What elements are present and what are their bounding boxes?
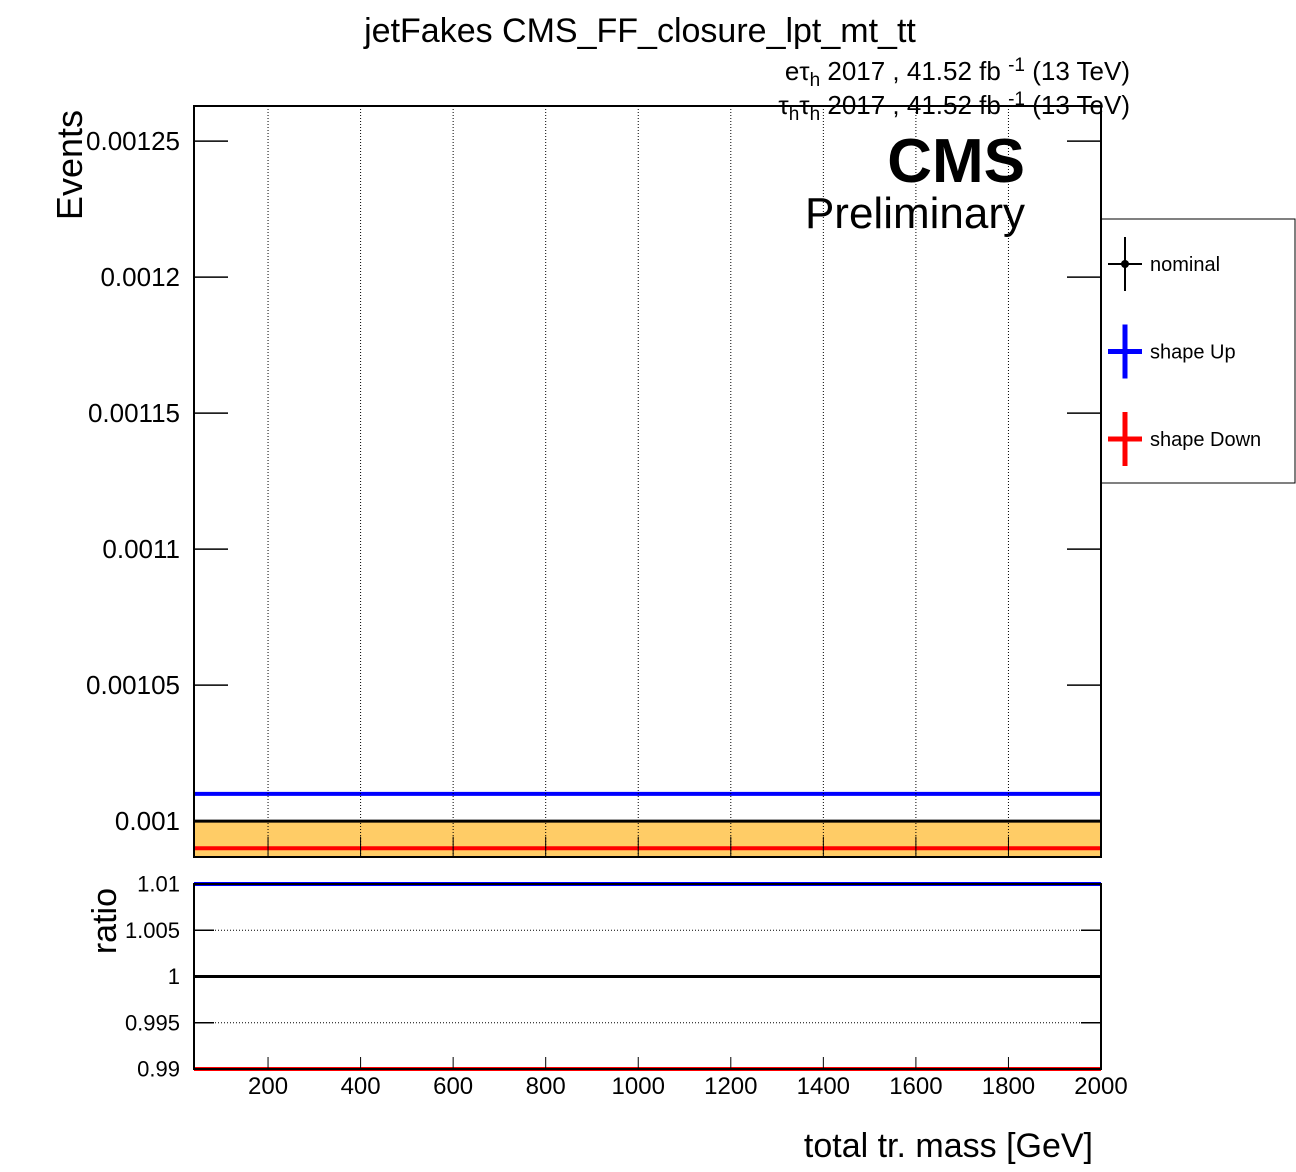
chart-title: jetFakes CMS_FF_closure_lpt_mt_tt — [363, 12, 916, 50]
lumi-label: τhτh 2017 , 41.52 fb -1 (13 TeV) — [778, 89, 1130, 124]
y-tick-label: 0.0012 — [100, 262, 180, 292]
x-tick-label: 1800 — [982, 1073, 1035, 1100]
y-tick-label: 1.01 — [137, 872, 180, 897]
x-tick-label: 1400 — [797, 1073, 850, 1100]
plot-area — [194, 791, 1101, 857]
lumi-subscript: h — [789, 104, 800, 125]
lumi-text: (13 TeV) — [1025, 56, 1130, 86]
x-tick-label: 1600 — [889, 1073, 942, 1100]
y-tick-label: 1.005 — [125, 918, 180, 943]
x-tick-label: 200 — [248, 1073, 288, 1100]
x-tick-label: 1200 — [704, 1073, 757, 1100]
lumi-subscript: h — [810, 104, 821, 125]
experiment-label: CMS — [887, 127, 1025, 196]
y-tick-label: 0.00105 — [86, 670, 180, 700]
lumi-label: eτh 2017 , 41.52 fb -1 (13 TeV) — [785, 55, 1130, 90]
plot-frame — [193, 105, 1102, 858]
y-tick-label: 1 — [168, 964, 180, 989]
y-tick-label: 0.99 — [137, 1057, 180, 1082]
legend-label: shape Down — [1150, 429, 1261, 451]
legend-label: shape Up — [1150, 342, 1236, 364]
x-axis-label: total tr. mass [GeV] — [804, 1127, 1093, 1165]
legend-marker — [1121, 260, 1129, 268]
x-tick-label: 400 — [341, 1073, 381, 1100]
y-axis-label: Events — [49, 110, 90, 220]
lumi-text: eτ — [785, 56, 810, 86]
y-tick-label: 0.00115 — [88, 398, 180, 428]
lumi-superscript: -1 — [1008, 55, 1025, 76]
lumi-subscript: h — [810, 70, 821, 91]
y-tick-label: 0.995 — [125, 1010, 180, 1035]
x-tick-label: 600 — [433, 1073, 473, 1100]
y-tick-label: 0.0011 — [102, 534, 180, 564]
lumi-text: 2017 , 41.52 fb — [820, 56, 1008, 86]
x-tick-label: 800 — [526, 1073, 566, 1100]
y-tick-label: 0.001 — [115, 806, 180, 836]
plot-frame — [193, 883, 1102, 1070]
y-tick-label: 0.00125 — [86, 126, 180, 156]
status-label: Preliminary — [805, 189, 1025, 238]
histogram-fill — [194, 821, 1101, 857]
x-tick-label: 2000 — [1074, 1073, 1127, 1100]
lumi-superscript: -1 — [1008, 89, 1025, 110]
legend-label: nominal — [1150, 254, 1220, 276]
y-axis-label: ratio — [86, 888, 124, 954]
x-tick-label: 1000 — [612, 1073, 665, 1100]
